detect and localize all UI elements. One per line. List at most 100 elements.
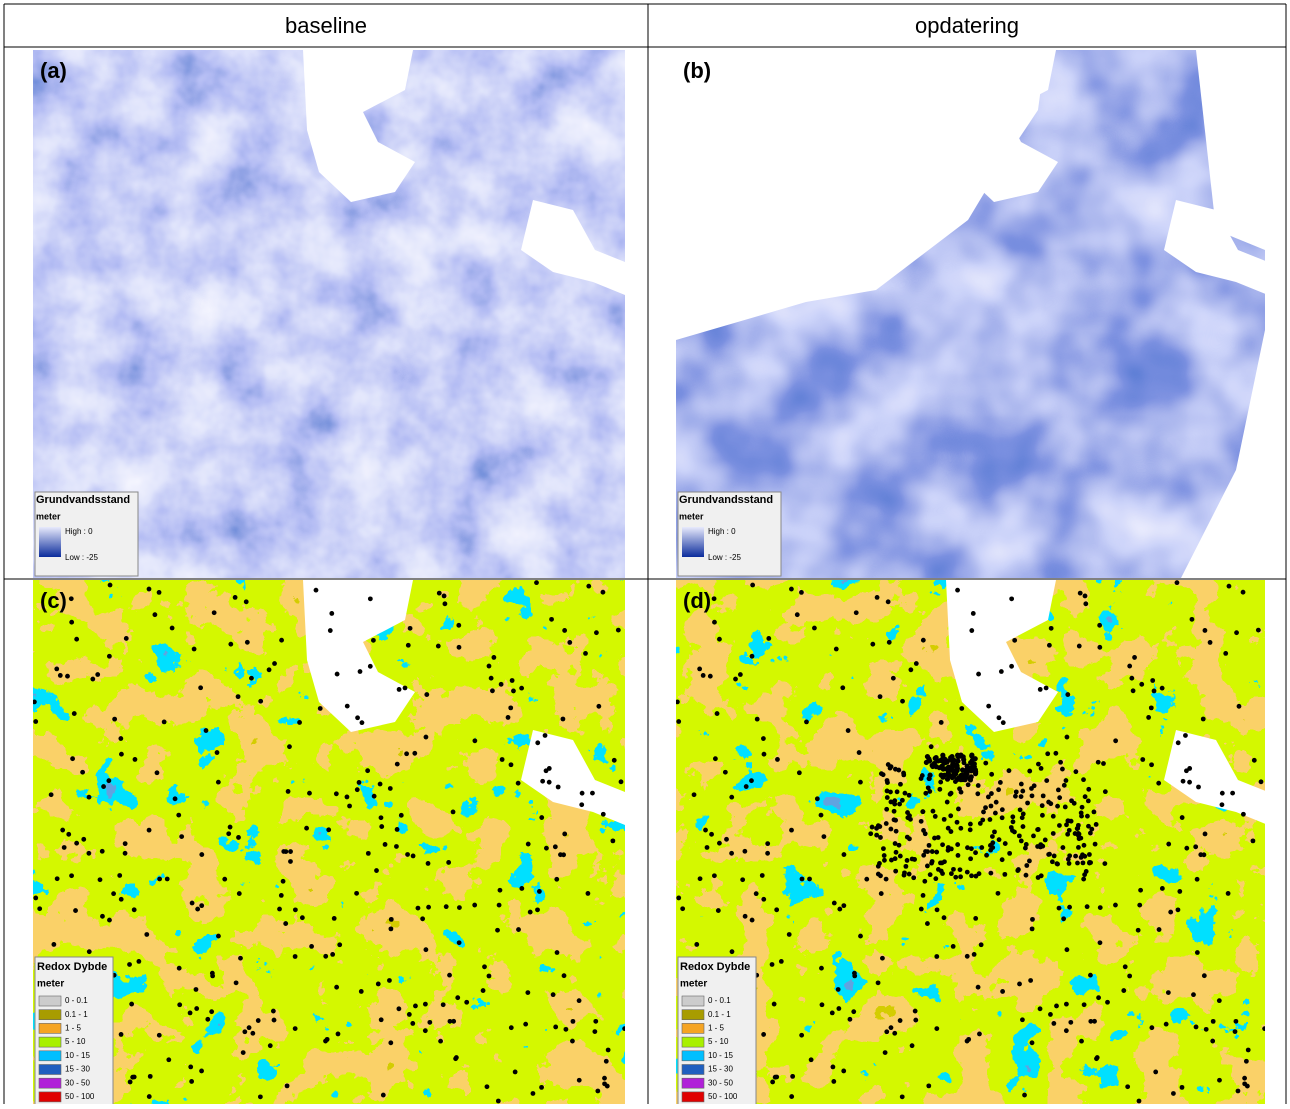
sample-point — [1208, 640, 1213, 645]
sample-point — [472, 903, 477, 908]
sample-point — [1058, 760, 1063, 765]
sample-point — [1085, 904, 1090, 909]
sample-point — [1203, 832, 1208, 837]
sample-point — [69, 873, 74, 878]
sample-point — [157, 590, 162, 595]
sample-point — [1168, 910, 1173, 915]
sample-point — [330, 952, 335, 957]
sample-point — [165, 877, 170, 882]
sample-point — [1041, 793, 1046, 798]
sample-point — [378, 782, 383, 787]
sample-point — [279, 893, 284, 898]
sample-point — [212, 610, 217, 615]
sample-point — [1187, 780, 1192, 785]
sample-point — [761, 897, 766, 902]
sample-point — [511, 689, 516, 694]
sample-point — [1166, 990, 1171, 995]
sample-point — [976, 783, 981, 788]
sample-point — [283, 921, 288, 926]
sample-point — [1078, 836, 1083, 841]
sample-point — [903, 791, 908, 796]
sample-point — [926, 1083, 931, 1088]
sample-point — [724, 837, 729, 842]
sample-point — [283, 849, 288, 854]
sample-point — [1096, 995, 1101, 1000]
sample-point — [580, 791, 585, 796]
sample-point — [119, 897, 124, 902]
sample-point — [1149, 762, 1154, 767]
sample-point — [250, 1031, 255, 1036]
sample-point — [1007, 768, 1012, 773]
legend-swatch — [39, 1023, 61, 1033]
sample-point — [590, 791, 595, 796]
sample-point — [365, 768, 370, 773]
sample-point — [326, 827, 331, 832]
sample-point — [754, 891, 759, 896]
sample-point — [510, 678, 515, 683]
sample-point — [516, 927, 521, 932]
sample-point — [882, 858, 887, 863]
sample-point — [708, 674, 713, 679]
sample-point — [506, 715, 511, 720]
sample-point — [245, 640, 250, 645]
sample-point — [1217, 998, 1222, 1003]
sample-point — [497, 903, 502, 908]
sample-point — [70, 756, 75, 761]
sample-point — [770, 1080, 775, 1085]
sample-point — [157, 877, 162, 882]
sample-point — [1022, 1093, 1027, 1098]
sample-point — [942, 817, 947, 822]
sample-point — [957, 754, 962, 759]
sample-point — [1097, 645, 1102, 650]
sample-point — [969, 774, 974, 779]
sample-point — [287, 744, 292, 749]
sample-point — [1016, 867, 1021, 872]
sample-point — [1092, 810, 1097, 815]
sample-point — [374, 868, 379, 873]
sample-point — [971, 611, 976, 616]
sample-point — [908, 667, 913, 672]
sample-point — [730, 949, 735, 954]
sample-point — [868, 831, 873, 836]
sample-point — [715, 711, 720, 716]
sample-point — [586, 584, 591, 589]
sample-point — [403, 686, 408, 691]
sample-point — [1184, 768, 1189, 773]
sample-point — [544, 768, 549, 773]
sample-point — [1076, 845, 1081, 850]
sample-point — [33, 896, 38, 901]
sample-point — [179, 834, 184, 839]
sample-point — [925, 921, 930, 926]
sample-point — [481, 988, 486, 993]
sample-point — [1065, 735, 1070, 740]
sample-point — [1094, 1056, 1099, 1061]
sample-point — [891, 676, 896, 681]
sample-point — [345, 795, 350, 800]
panel-label: (d) — [683, 588, 711, 613]
sample-point — [1067, 905, 1072, 910]
sample-point — [464, 1000, 469, 1005]
sample-point — [1256, 628, 1261, 633]
sample-point — [147, 828, 152, 833]
sample-point — [443, 601, 448, 606]
sample-point — [336, 1032, 341, 1037]
sample-point — [789, 828, 794, 833]
sample-point — [939, 869, 944, 874]
sample-point — [930, 849, 935, 854]
sample-point — [562, 832, 567, 837]
sample-point — [887, 640, 892, 645]
sample-point — [1073, 854, 1078, 859]
sample-point — [601, 812, 606, 817]
sample-point — [836, 1006, 841, 1011]
sample-point — [979, 845, 984, 850]
sample-point — [190, 901, 195, 906]
sample-point — [1160, 686, 1165, 691]
sample-point — [694, 942, 699, 947]
sample-point — [1028, 978, 1033, 983]
sample-point — [1153, 1070, 1158, 1075]
sample-point — [717, 637, 722, 642]
sample-point — [896, 768, 901, 773]
sample-point — [946, 773, 951, 778]
sample-point — [129, 1002, 134, 1007]
sample-point — [857, 750, 862, 755]
